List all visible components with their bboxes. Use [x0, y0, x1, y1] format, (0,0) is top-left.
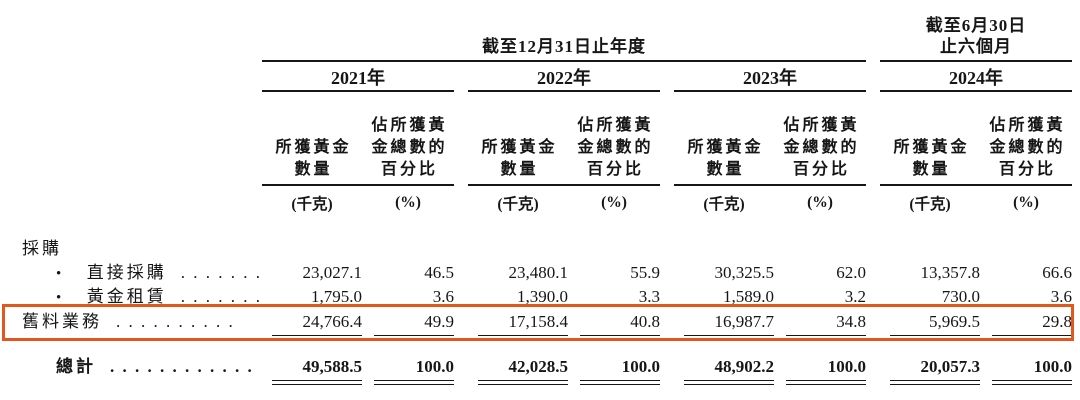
cell-pct-2022: 55.9 — [630, 263, 660, 282]
cell-pct-2021: 49.9 — [362, 309, 454, 340]
qty-column-header: 所獲黃金 數量 — [880, 92, 980, 186]
total-qty-2024: 20,057.3 — [880, 354, 980, 388]
dot-leader: . . . . . . . . . . — [116, 312, 235, 331]
qty-column-header: 所獲黃金 數量 — [468, 92, 568, 186]
cell-qty-2023: 30,325.5 — [714, 263, 775, 282]
cell-qty-2024: 5,969.5 — [880, 309, 980, 340]
total-qty-2023: 48,902.2 — [674, 354, 774, 388]
row-label: • 直接採購 . . . . . . . — [22, 261, 262, 286]
pct-column-header: 佔所獲黃 金總數的 百分比 — [568, 92, 660, 186]
unit-header-row: (千克) (%) (千克) (%) (千克) (%) (千克) (%) — [22, 186, 1072, 220]
row-label-text: 黃金租賃 — [86, 287, 167, 306]
cell-pct-2023: 62.0 — [836, 263, 866, 282]
cell-qty-2024: 13,357.8 — [920, 263, 981, 282]
cell-qty-2022: 1,390.0 — [517, 287, 568, 306]
total-label: 總計 . . . . . . . . . . . . — [22, 354, 262, 388]
qty-column-header: 所獲黃金 數量 — [674, 92, 774, 186]
annual-period-label: 截至12月31日止年度 — [482, 37, 646, 56]
period-header-row: 截至12月31日止年度 截至6月30日 止六個月 — [22, 10, 1072, 62]
gold-acquisition-table: 截至12月31日止年度 截至6月30日 止六個月 2021年 2022年 202… — [2, 10, 1074, 388]
interim-period-header: 截至6月30日 止六個月 — [880, 10, 1072, 62]
row-label: • 黃金租賃 . . . . . . . — [22, 285, 262, 310]
qty-column-header: 所獲黃金 數量 — [262, 92, 362, 186]
interim-period-label: 截至6月30日 止六個月 — [925, 16, 1027, 56]
cell-pct-2024: 66.6 — [1042, 263, 1072, 282]
annual-period-header: 截至12月31日止年度 — [262, 10, 866, 62]
cell-pct-2021: 46.5 — [424, 263, 454, 282]
year-2021-header: 2021年 — [262, 63, 454, 92]
table-row-recycled-material: 舊料業務 . . . . . . . . . . 24,766.4 49.9 1… — [2, 304, 1074, 341]
table-row-direct-procurement: • 直接採購 . . . . . . . 23,027.1 46.5 23,48… — [22, 261, 1072, 285]
total-pct-2022: 100.0 — [568, 354, 660, 388]
cell-pct-2024: 29.8 — [980, 309, 1072, 340]
cell-pct-2024: 3.6 — [1050, 287, 1072, 306]
total-qty-2022: 42,028.5 — [468, 354, 568, 388]
dot-leader: . . . . . . . . . . . . — [110, 357, 254, 376]
pct-unit-label: (%) — [601, 194, 627, 211]
total-pct-2024: 100.0 — [980, 354, 1072, 388]
cell-qty-2022: 23,480.1 — [508, 263, 569, 282]
pct-unit-label: (%) — [1013, 194, 1039, 211]
cell-pct-2023: 3.2 — [844, 287, 866, 306]
total-pct-2021: 100.0 — [362, 354, 454, 388]
cell-pct-2021: 3.6 — [432, 287, 454, 306]
cell-pct-2022: 3.3 — [638, 287, 660, 306]
bullet-icon: • — [56, 266, 62, 282]
total-label-text: 總計 — [56, 357, 96, 376]
pct-column-header: 佔所獲黃 金總數的 百分比 — [980, 92, 1072, 186]
header-body-spacer — [22, 220, 1072, 237]
pct-column-header: 佔所獲黃 金總數的 百分比 — [774, 92, 866, 186]
qty-unit-label: (千克) — [291, 196, 333, 213]
year-2023-header: 2023年 — [674, 63, 866, 92]
table-row-total: 總計 . . . . . . . . . . . . 49,588.5 100.… — [22, 354, 1072, 388]
row-label: 舊料業務 . . . . . . . . . . — [22, 309, 262, 340]
pct-column-header: 佔所獲黃 金總數的 百分比 — [362, 92, 454, 186]
qty-unit-label: (千克) — [497, 196, 539, 213]
cell-qty-2021: 23,027.1 — [302, 263, 363, 282]
qty-unit-label: (千克) — [703, 196, 745, 213]
total-qty-2021: 49,588.5 — [262, 354, 362, 388]
cell-pct-2023: 34.8 — [774, 309, 866, 340]
cell-qty-2021: 1,795.0 — [311, 287, 362, 306]
cell-qty-2023: 16,987.7 — [674, 309, 774, 340]
cell-qty-2024: 730.0 — [941, 287, 980, 306]
qty-unit-label: (千克) — [909, 196, 951, 213]
cell-qty-2021: 24,766.4 — [262, 309, 362, 340]
table-row-gold-leasing: • 黃金租賃 . . . . . . . 1,795.0 3.6 1,390.0… — [22, 285, 1072, 309]
pct-unit-label: (%) — [395, 194, 421, 211]
bullet-icon: • — [56, 290, 62, 306]
total-pct-2023: 100.0 — [774, 354, 866, 388]
cell-pct-2022: 40.8 — [568, 309, 660, 340]
dot-leader: . . . . . . . — [180, 263, 262, 282]
section-label: 採購 — [22, 239, 62, 258]
cell-qty-2023: 1,589.0 — [723, 287, 774, 306]
section-row-procurement: 採購 — [22, 237, 1072, 261]
dot-leader: . . . . . . . — [180, 287, 262, 306]
column-header-row: 所獲黃金 數量 佔所獲黃 金總數的 百分比 所獲黃金 數量 佔所獲黃 金總數的 … — [22, 92, 1072, 186]
row-label-text: 直接採購 — [86, 263, 167, 282]
pct-unit-label: (%) — [807, 194, 833, 211]
row-label-text: 舊料業務 — [22, 312, 102, 331]
cell-qty-2022: 17,158.4 — [468, 309, 568, 340]
year-2024-header: 2024年 — [880, 63, 1072, 92]
year-header-row: 2021年 2022年 2023年 2024年 — [22, 63, 1072, 92]
year-2022-header: 2022年 — [468, 63, 660, 92]
